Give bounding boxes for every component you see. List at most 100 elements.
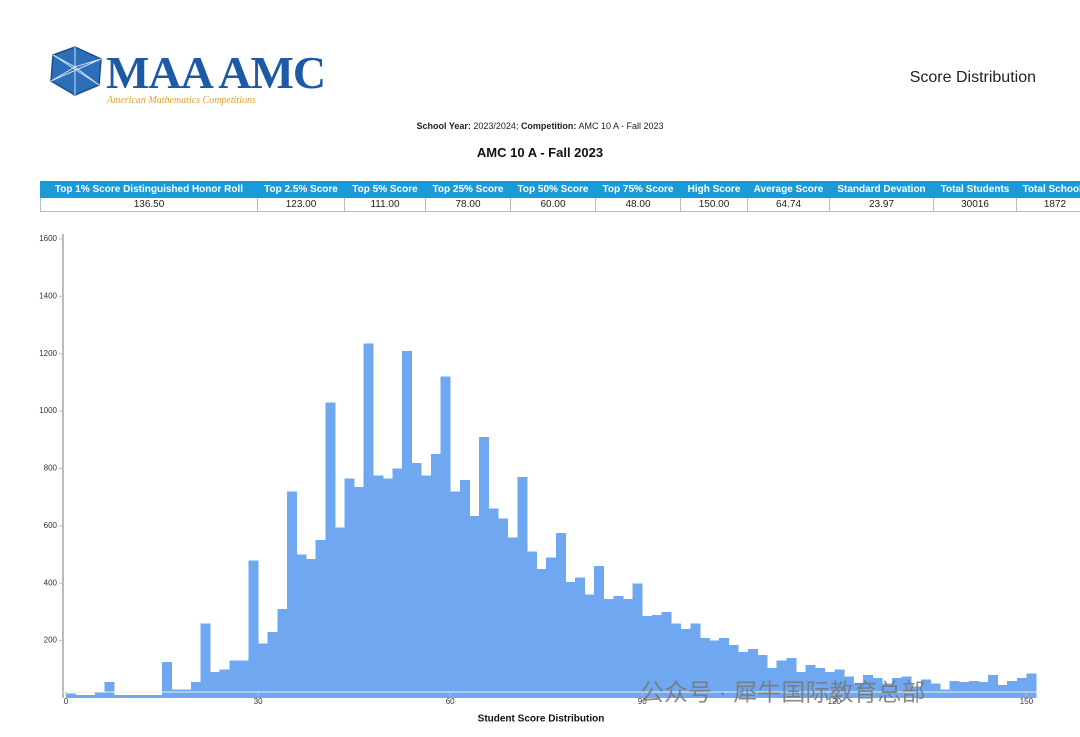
bar [344, 478, 355, 698]
column-header: Top 1% Score Distinguished Honor Roll [40, 181, 258, 198]
bar [354, 487, 365, 698]
bar [382, 478, 393, 698]
y-tick-label: 1200 [39, 349, 57, 358]
bar [430, 454, 441, 698]
bar [603, 599, 614, 698]
bar [815, 667, 826, 698]
page-title: Score Distribution [909, 69, 1036, 86]
y-tick-label: 1400 [39, 291, 57, 300]
bar [623, 599, 634, 698]
bar [190, 682, 201, 698]
x-tick-label: 150 [1020, 697, 1034, 706]
column-header: Average Score [747, 181, 830, 198]
bar [949, 680, 960, 698]
bar [632, 583, 643, 698]
bar [296, 554, 307, 698]
bar [872, 677, 883, 698]
bar [555, 533, 566, 698]
stats-table: Top 1% Score Distinguished Honor Roll Top… [40, 181, 1080, 212]
bar [1007, 680, 1018, 698]
bar [853, 683, 864, 698]
bar [709, 640, 720, 698]
bar [66, 693, 77, 698]
bar [267, 632, 278, 698]
bar [94, 692, 105, 698]
bar [277, 609, 288, 698]
bar [690, 623, 701, 698]
column-header: Standard Devation [829, 181, 934, 198]
x-tick-label: 0 [64, 697, 69, 706]
bar [968, 680, 979, 698]
bar [901, 676, 912, 698]
table-cell: 64.74 [747, 197, 830, 212]
bar [402, 350, 413, 698]
label: School Year: [416, 121, 471, 131]
y-tick-label: 800 [44, 464, 58, 473]
bar [411, 462, 422, 698]
bar [258, 643, 269, 698]
bar [565, 581, 576, 698]
bar [133, 695, 144, 698]
bar [517, 477, 528, 698]
bar [920, 679, 931, 698]
bar [843, 676, 854, 698]
bar [882, 683, 893, 698]
bar [363, 343, 374, 698]
bar [315, 540, 326, 698]
bar [824, 672, 835, 698]
logo-subtitle: American Mathematics Competitions [107, 95, 256, 106]
bar [863, 675, 874, 698]
bar [152, 695, 163, 698]
bar [776, 660, 787, 698]
bar [738, 652, 749, 698]
bar [978, 682, 989, 698]
bar [930, 683, 941, 698]
table-row: 136.50 123.00 111.00 78.00 60.00 48.00 150.00 6… [40, 197, 1080, 212]
bar [747, 649, 758, 698]
x-axis-label: Student Score Distribution [478, 714, 605, 725]
bar [728, 644, 739, 698]
bar [719, 637, 730, 698]
bar [162, 662, 173, 698]
x-tick-label: 120 [828, 697, 842, 706]
bar [757, 654, 768, 698]
bar [526, 551, 537, 698]
bar [325, 402, 336, 698]
x-tick-label: 60 [446, 697, 455, 706]
bar [440, 376, 451, 698]
bar [805, 665, 816, 698]
bar [478, 436, 489, 698]
bar [75, 695, 86, 698]
bar [795, 672, 806, 698]
column-header: Top 50% Score [510, 181, 596, 198]
bar [229, 660, 240, 698]
bar [834, 669, 845, 698]
bar [959, 682, 970, 698]
bar [450, 491, 461, 698]
bar [594, 566, 605, 698]
bar [392, 468, 403, 698]
bar [85, 695, 96, 698]
x-tick-label: 90 [638, 697, 647, 706]
logo-icon [50, 46, 102, 96]
table-cell: 1872 [1016, 197, 1080, 212]
bar [536, 568, 547, 698]
bar [373, 475, 384, 698]
watermark: 公众号 · 犀牛国际教育总部 [640, 679, 925, 706]
table-cell: 60.00 [510, 197, 596, 212]
bar [642, 616, 653, 698]
bar [248, 560, 259, 698]
column-header: Top 75% Score [595, 181, 681, 198]
value: AMC 10 A - Fall 2023 [578, 121, 664, 131]
bar [651, 614, 662, 698]
bar [584, 594, 595, 698]
column-header: Top 5% Score [344, 181, 426, 198]
y-tick-label: 1000 [39, 406, 57, 415]
bar [613, 596, 624, 698]
bar [671, 623, 682, 698]
bar [507, 537, 518, 698]
bar [238, 660, 249, 698]
bar [488, 508, 499, 698]
bar [891, 677, 902, 698]
